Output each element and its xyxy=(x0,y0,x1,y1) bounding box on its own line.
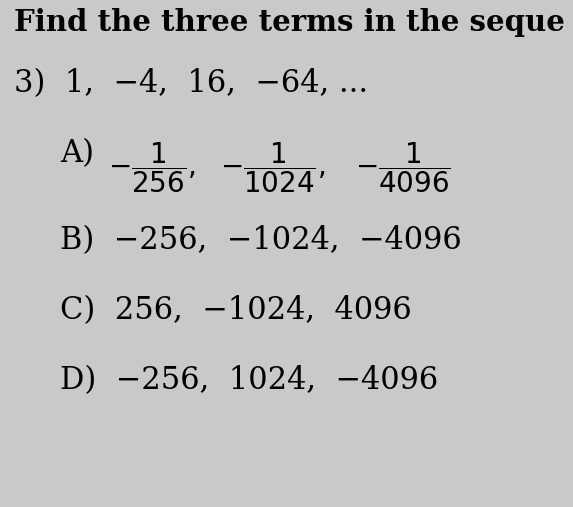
Text: A): A) xyxy=(60,138,94,169)
Text: C)  256,  −1024,  4096: C) 256, −1024, 4096 xyxy=(60,295,412,326)
Text: B)  −256,  −1024,  −4096: B) −256, −1024, −4096 xyxy=(60,225,462,256)
Text: D)  −256,  1024,  −4096: D) −256, 1024, −4096 xyxy=(60,365,438,396)
Text: $-\dfrac{1}{4096}$: $-\dfrac{1}{4096}$ xyxy=(355,140,451,195)
Text: $-\dfrac{1}{1024},$: $-\dfrac{1}{1024},$ xyxy=(220,140,325,195)
Text: 3)  1,  −4,  16,  −64, ...: 3) 1, −4, 16, −64, ... xyxy=(14,68,368,99)
Text: $-\dfrac{1}{256},$: $-\dfrac{1}{256},$ xyxy=(108,140,196,195)
Text: Find the three terms in the seque: Find the three terms in the seque xyxy=(14,8,565,37)
